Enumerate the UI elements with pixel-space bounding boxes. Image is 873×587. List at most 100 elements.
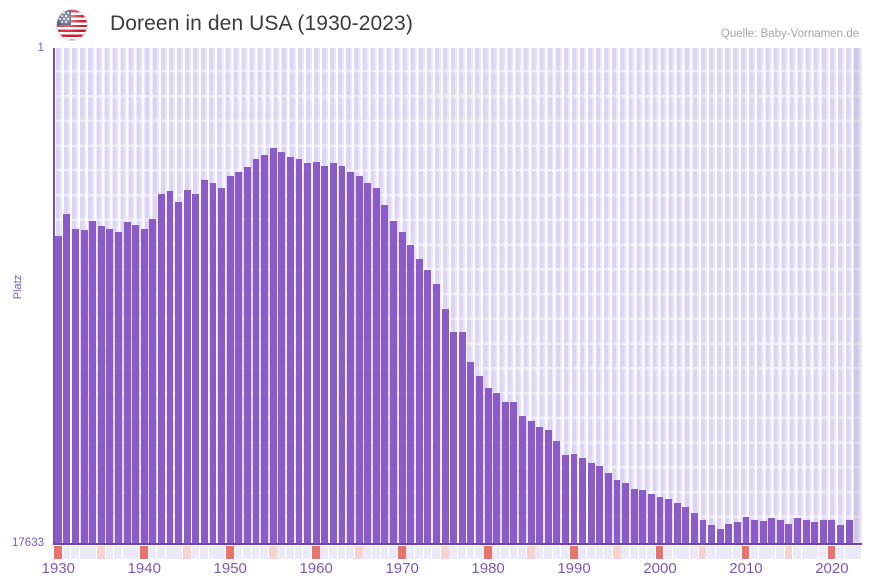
bar[interactable]: [501, 401, 509, 543]
bar[interactable]: [54, 236, 62, 543]
bar[interactable]: [725, 523, 733, 543]
bar[interactable]: [123, 222, 131, 543]
bar[interactable]: [733, 522, 741, 543]
bar[interactable]: [278, 151, 286, 543]
bar[interactable]: [89, 220, 97, 543]
bar[interactable]: [837, 525, 844, 543]
bar[interactable]: [493, 393, 501, 543]
bar[interactable]: [321, 165, 329, 543]
bar[interactable]: [450, 331, 458, 543]
bar[interactable]: [527, 421, 535, 543]
bar[interactable]: [510, 401, 518, 543]
x-tick-marker: [819, 546, 827, 559]
bar[interactable]: [183, 189, 191, 543]
bar[interactable]: [751, 519, 758, 543]
bar[interactable]: [742, 516, 750, 543]
bar[interactable]: [149, 219, 157, 543]
bar[interactable]: [776, 519, 784, 543]
bar[interactable]: [656, 497, 664, 543]
x-tick-marker: [303, 546, 312, 559]
bar[interactable]: [304, 163, 311, 543]
bar[interactable]: [845, 519, 853, 543]
bar[interactable]: [811, 522, 819, 543]
bar[interactable]: [218, 188, 226, 543]
bar[interactable]: [175, 202, 183, 543]
bar[interactable]: [476, 376, 483, 543]
bar[interactable]: [673, 502, 681, 543]
bar[interactable]: [235, 171, 243, 543]
x-tick-marker: [492, 546, 501, 559]
bar[interactable]: [200, 179, 208, 543]
bar[interactable]: [226, 175, 234, 543]
bar[interactable]: [802, 519, 810, 543]
bar[interactable]: [390, 220, 397, 543]
bar[interactable]: [690, 512, 698, 543]
x-tick-marker: [191, 546, 200, 559]
bar[interactable]: [484, 387, 492, 543]
bar[interactable]: [587, 463, 595, 543]
bar[interactable]: [716, 529, 724, 543]
bar[interactable]: [415, 258, 423, 543]
bar[interactable]: [622, 483, 630, 543]
bar[interactable]: [613, 480, 621, 543]
bar[interactable]: [630, 488, 638, 543]
x-tick-marker: [423, 546, 432, 559]
bar[interactable]: [819, 519, 827, 543]
bar[interactable]: [828, 519, 836, 543]
bar[interactable]: [329, 163, 337, 543]
bar[interactable]: [63, 213, 71, 543]
bar[interactable]: [106, 229, 114, 543]
bar[interactable]: [269, 147, 277, 543]
bar[interactable]: [519, 415, 526, 543]
bar[interactable]: [140, 229, 148, 543]
bar[interactable]: [553, 441, 561, 543]
bar[interactable]: [639, 490, 647, 543]
bar[interactable]: [441, 309, 449, 543]
bar[interactable]: [97, 226, 105, 543]
bar[interactable]: [166, 191, 174, 543]
bar[interactable]: [72, 229, 79, 543]
bar[interactable]: [785, 523, 793, 543]
x-tick-marker: [844, 546, 853, 559]
bar[interactable]: [347, 171, 354, 543]
bar[interactable]: [158, 193, 165, 543]
bar[interactable]: [398, 231, 406, 543]
bar[interactable]: [355, 175, 363, 543]
bar[interactable]: [424, 269, 432, 543]
bar[interactable]: [467, 362, 475, 543]
bar[interactable]: [115, 231, 122, 543]
bar[interactable]: [407, 244, 415, 543]
bar[interactable]: [562, 455, 569, 543]
bar[interactable]: [243, 167, 251, 543]
x-tick-marker: [801, 546, 810, 559]
bar[interactable]: [665, 498, 673, 543]
bar[interactable]: [286, 157, 294, 543]
bar[interactable]: [252, 158, 260, 543]
bar[interactable]: [699, 519, 707, 543]
bar[interactable]: [682, 506, 690, 543]
bar[interactable]: [604, 473, 612, 543]
bar[interactable]: [261, 154, 269, 543]
bar[interactable]: [338, 165, 346, 543]
bar[interactable]: [381, 205, 389, 543]
bar[interactable]: [458, 331, 466, 543]
bar[interactable]: [536, 426, 544, 543]
bar[interactable]: [768, 518, 776, 543]
bar[interactable]: [295, 158, 303, 543]
bar[interactable]: [192, 193, 200, 543]
bar[interactable]: [708, 525, 715, 543]
bar[interactable]: [570, 453, 578, 543]
bar[interactable]: [132, 224, 140, 543]
bar[interactable]: [579, 457, 587, 543]
bar[interactable]: [794, 518, 801, 543]
bar[interactable]: [759, 521, 767, 543]
bar[interactable]: [364, 182, 372, 543]
bar[interactable]: [596, 466, 604, 543]
bar[interactable]: [647, 494, 655, 543]
bar[interactable]: [544, 429, 552, 543]
bar[interactable]: [433, 283, 440, 543]
bar[interactable]: [372, 188, 380, 543]
bar[interactable]: [80, 229, 88, 543]
bar[interactable]: [312, 161, 320, 543]
bar[interactable]: [209, 182, 217, 543]
